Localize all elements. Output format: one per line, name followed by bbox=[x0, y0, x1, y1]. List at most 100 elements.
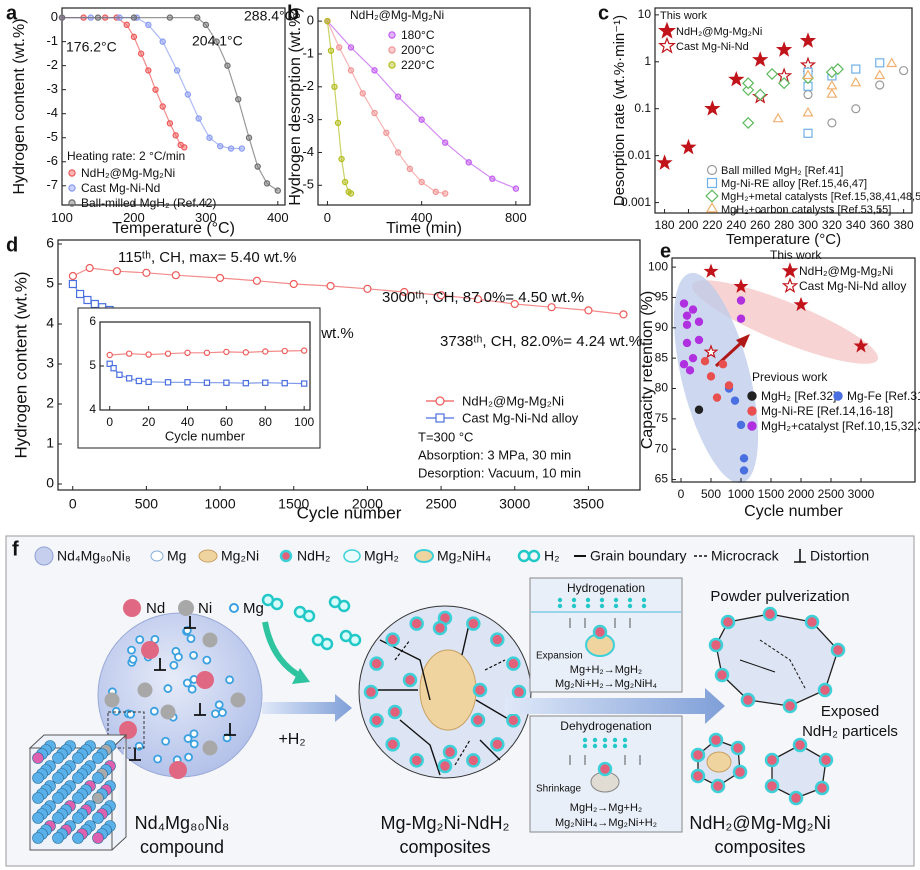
data-point bbox=[347, 44, 355, 51]
legend-text: H₂ bbox=[544, 548, 560, 564]
x-tick-label: 800 bbox=[505, 210, 527, 225]
data-point bbox=[712, 393, 722, 402]
data-point bbox=[656, 154, 673, 170]
data-point bbox=[125, 375, 133, 382]
legend-marker bbox=[781, 262, 799, 279]
ni-atom bbox=[202, 632, 218, 648]
ndh2-particle bbox=[730, 740, 746, 756]
y-axis-title: Hydrogen content (wt.%) bbox=[11, 271, 30, 458]
legend-marker bbox=[833, 391, 843, 401]
chart: 0 400 800 0 -1 -2 -3 -4 -5 Time (min) Hydrogen des… bbox=[287, 2, 531, 237]
data-point bbox=[736, 314, 746, 323]
data-point bbox=[83, 295, 92, 305]
plot-frame bbox=[671, 257, 916, 483]
mg-atom bbox=[218, 708, 227, 717]
annotation: 3738ᵗʰ, CH, 82.0%= 4.24 wt.% bbox=[440, 333, 642, 350]
y-tick-label: 4 bbox=[89, 402, 96, 416]
data-point bbox=[85, 263, 94, 273]
data-point bbox=[706, 372, 716, 381]
legend-text: Distortion bbox=[810, 548, 869, 564]
lattice-atom bbox=[32, 752, 44, 764]
x-axis-title: Time (min) bbox=[386, 220, 462, 237]
legend-marker bbox=[781, 277, 799, 294]
data-point bbox=[432, 188, 439, 196]
x-tick-label: 400 bbox=[411, 210, 433, 225]
data-point bbox=[766, 67, 779, 81]
mg-atom bbox=[174, 652, 183, 662]
mg-atom bbox=[229, 603, 239, 613]
annotation: 176.2°C bbox=[66, 39, 117, 55]
h-dot bbox=[571, 597, 577, 603]
x-tick-label: 3000 bbox=[499, 495, 530, 511]
x-tick-label: 2000 bbox=[352, 495, 383, 511]
legend-marker bbox=[747, 421, 757, 431]
ndh2-particle bbox=[762, 606, 778, 622]
data-point bbox=[418, 116, 425, 123]
data-point bbox=[886, 57, 898, 68]
effect-label: Expansion bbox=[536, 651, 583, 662]
data-point bbox=[112, 267, 122, 276]
data-point bbox=[724, 381, 734, 390]
dehydrogenation-sketch bbox=[569, 737, 641, 793]
legend-marker bbox=[68, 199, 76, 207]
data-point bbox=[742, 77, 755, 90]
data-point bbox=[679, 299, 689, 308]
data-point bbox=[334, 119, 342, 127]
data-point bbox=[262, 379, 269, 386]
annotation: 115ᵗʰ, CH, max= 5.40 wt.% bbox=[118, 249, 296, 266]
y-tick-label: 95 bbox=[655, 290, 669, 304]
lattice-atom bbox=[32, 772, 44, 784]
fragment bbox=[715, 613, 839, 707]
ndh2-particle bbox=[714, 667, 730, 683]
data-point bbox=[436, 291, 446, 300]
data-point bbox=[215, 273, 225, 283]
legend-label: NdH₂@Mg-Mg₂Ni bbox=[81, 166, 175, 180]
x-tick-label: 300 bbox=[195, 210, 217, 225]
note: Desorption: Vacuum, 10 min bbox=[418, 465, 581, 480]
data-point bbox=[826, 79, 838, 90]
data-point bbox=[58, 14, 66, 21]
data-point bbox=[110, 365, 117, 372]
legend-label: Ball-milled MgH₂ (Ref.42) bbox=[81, 196, 216, 210]
h2-arrow bbox=[262, 621, 302, 679]
data-point bbox=[300, 347, 308, 354]
x-tick-label: 2500 bbox=[426, 495, 457, 511]
nd-atom bbox=[141, 641, 159, 659]
data-point bbox=[371, 67, 378, 74]
effect-label: Shrinkage bbox=[536, 784, 581, 795]
lattice-atom bbox=[92, 792, 104, 804]
mg-atom bbox=[189, 739, 199, 749]
note: Absorption: 3 MPa, 30 min bbox=[418, 447, 571, 462]
data-point bbox=[341, 178, 349, 186]
h-dot bbox=[592, 743, 598, 749]
mg-atom bbox=[186, 634, 196, 643]
data-point bbox=[679, 360, 689, 369]
step-arrow bbox=[262, 694, 352, 722]
data-point bbox=[584, 306, 593, 315]
legend-marker bbox=[706, 177, 718, 189]
data-point bbox=[510, 299, 519, 309]
mg-atom bbox=[187, 684, 197, 694]
distortion bbox=[224, 723, 236, 736]
data-point bbox=[159, 38, 166, 45]
data-point bbox=[739, 454, 749, 463]
chart: 0 20 40 60 80 100 4 5 6 Cycle number bbox=[77, 307, 321, 449]
atom-label: Mg bbox=[243, 600, 264, 617]
data-point bbox=[184, 91, 192, 98]
crystal-atoms bbox=[32, 740, 116, 844]
legend-label: NdH₂@Mg-Mg₂Ni bbox=[799, 264, 893, 278]
legend-label: MgH₂+metal catalysts [Ref.15,38,41,48,52… bbox=[721, 191, 920, 203]
data-point bbox=[688, 305, 698, 314]
data-point bbox=[512, 185, 520, 192]
data-point bbox=[694, 335, 704, 345]
x-tick-label: 260 bbox=[750, 218, 770, 232]
plot-frame bbox=[317, 7, 531, 206]
ndh2-particle bbox=[506, 713, 521, 728]
data-point bbox=[359, 90, 366, 97]
h-dot bbox=[627, 597, 633, 603]
lattice-atom bbox=[52, 752, 64, 764]
x-tick-label: 100 bbox=[294, 415, 314, 429]
x-tick-label: 220 bbox=[702, 218, 722, 232]
lattice-atom bbox=[72, 772, 84, 784]
data-point bbox=[347, 67, 355, 74]
